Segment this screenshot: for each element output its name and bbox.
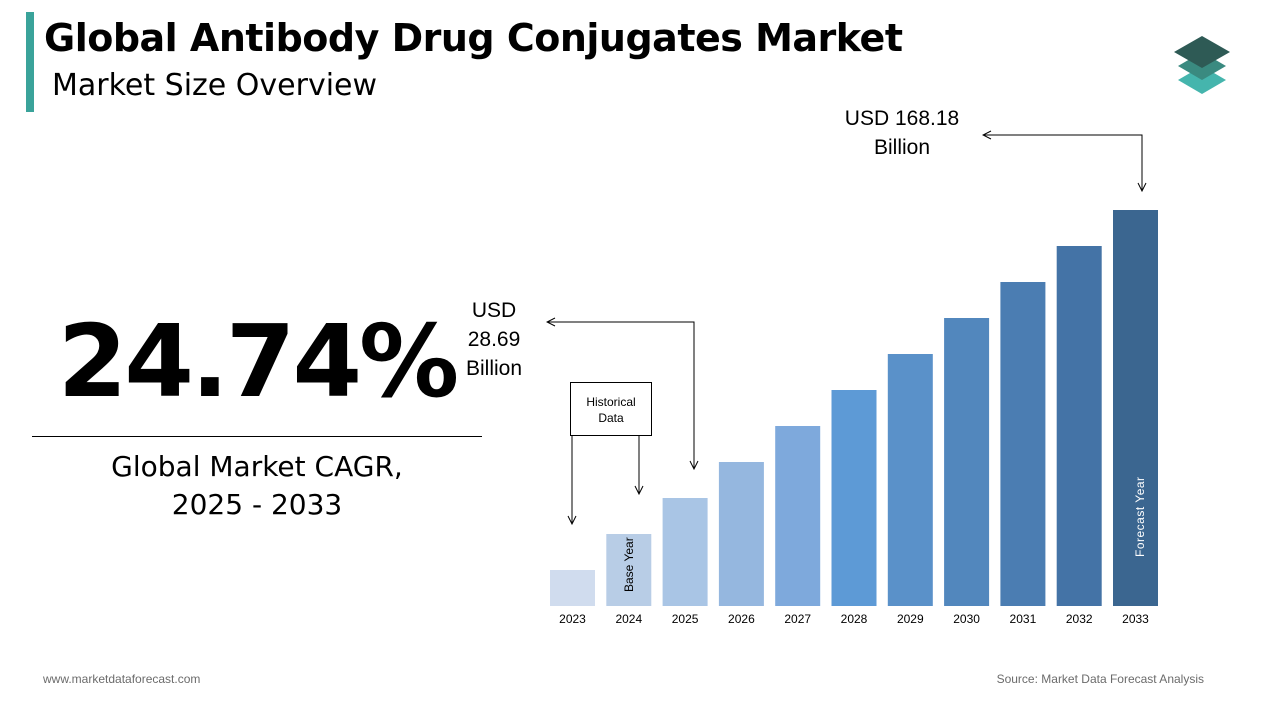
x-tick-label-2030: 2030: [953, 612, 980, 626]
cagr-divider: [32, 436, 482, 437]
bar-2028: [831, 390, 877, 606]
footer-website: www.marketdataforecast.com: [43, 672, 201, 686]
x-tick-label-2027: 2027: [784, 612, 811, 626]
end-value-line-2: Billion: [873, 136, 931, 159]
page-title: Global Antibody Drug Conjugates Market: [44, 16, 903, 60]
x-tick-label-2028: 2028: [841, 612, 868, 626]
start-value-line-2: 28.69: [467, 328, 521, 351]
chart-bars: [550, 210, 1158, 606]
x-tick-label-2033: 2033: [1122, 612, 1149, 626]
cagr-value: 24.74%: [57, 303, 460, 420]
start-value-arrow: [547, 322, 694, 469]
x-tick-label-2025: 2025: [672, 612, 699, 626]
x-tick-label-2023: 2023: [559, 612, 586, 626]
cagr-label-line-2: 2025 - 2033: [171, 488, 343, 521]
start-value-line-3: Billion: [465, 357, 523, 380]
bar-2030: [944, 318, 990, 606]
x-tick-label-2026: 2026: [728, 612, 755, 626]
bar-2024: [606, 534, 652, 606]
cagr-label-line-1: Global Market CAGR,: [111, 450, 403, 483]
footer-source: Source: Market Data Forecast Analysis: [996, 672, 1204, 686]
brand-logo-icon: [1174, 36, 1230, 94]
accent-bar: [26, 12, 34, 112]
historical-data-box: Historical Data: [570, 382, 652, 436]
start-value-line-1: USD: [471, 299, 517, 322]
forecast-year-label: Forecast Year: [1133, 476, 1147, 557]
x-tick-label-2029: 2029: [897, 612, 924, 626]
bar-2033: [1113, 210, 1158, 606]
end-value-arrow: [983, 135, 1142, 191]
bar-2023: [550, 570, 595, 606]
x-tick-label-2024: 2024: [615, 612, 642, 626]
x-tick-label-2031: 2031: [1010, 612, 1037, 626]
end-value-line-1: USD 168.18: [844, 107, 960, 130]
bar-2029: [887, 354, 933, 606]
historical-line-2: Data: [598, 411, 624, 425]
chart-x-tick-labels: 2023 2024 2025 2026 2027 2028 2029 2030 2031 2032…: [559, 612, 1149, 626]
bar-2027: [775, 426, 821, 606]
bar-2031: [1000, 282, 1046, 606]
page-subtitle: Market Size Overview: [52, 68, 378, 103]
start-value-annotation: USD 28.69 Billion: [455, 296, 533, 383]
x-tick-label-2032: 2032: [1066, 612, 1093, 626]
bar-2025: [662, 498, 708, 606]
bar-2032: [1056, 246, 1102, 606]
cagr-label: Global Market CAGR, 2025 - 2033: [32, 448, 482, 524]
end-value-annotation: USD 168.18 Billion: [822, 104, 982, 162]
logo-layer-top: [1174, 36, 1230, 68]
bar-2026: [718, 462, 764, 606]
historical-line-1: Historical: [586, 395, 636, 409]
base-year-label: Base Year: [622, 537, 636, 592]
